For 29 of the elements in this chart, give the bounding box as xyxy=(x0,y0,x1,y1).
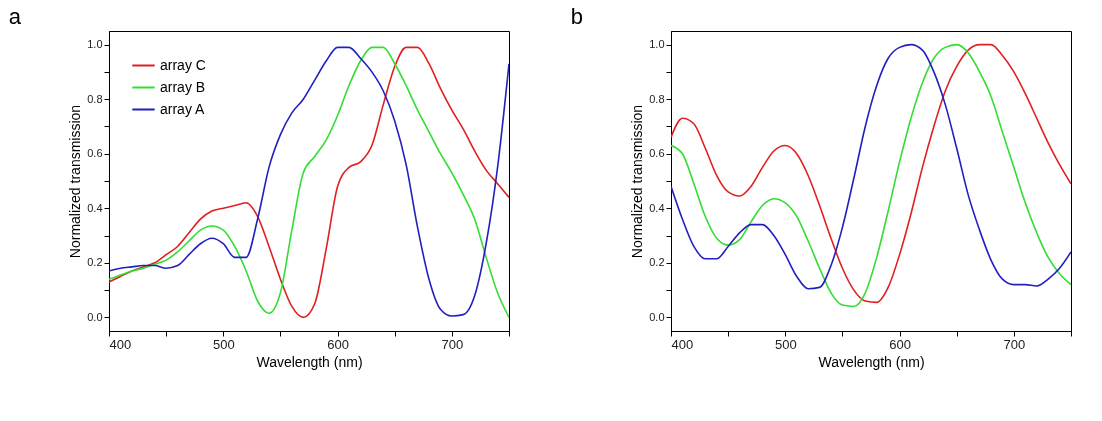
y-tick-label: 0.4 xyxy=(87,201,103,214)
y-tick-label: 0.0 xyxy=(649,310,665,323)
x-tick-label: 500 xyxy=(774,336,797,352)
x-tick-label: 400 xyxy=(109,336,132,352)
x-axis-title: Wavelength (nm) xyxy=(256,353,363,370)
x-tick-label: 600 xyxy=(327,336,349,352)
x-tick-label: 400 xyxy=(671,336,694,352)
x-tick-label: 700 xyxy=(1003,336,1026,352)
x-axis-title: Wavelength (nm) xyxy=(818,353,925,370)
x-tick-label: 700 xyxy=(441,336,464,352)
y-tick-label: 0.8 xyxy=(87,92,103,105)
y-tick-label: 0.4 xyxy=(649,201,665,214)
x-tick-label: 500 xyxy=(212,336,235,352)
y-tick-label: 0.6 xyxy=(87,147,103,160)
y-tick-label: 0.0 xyxy=(87,310,103,323)
y-tick-label: 0.8 xyxy=(649,92,665,105)
y-tick-label: 0.2 xyxy=(87,256,103,269)
x-tick-label: 600 xyxy=(889,336,911,352)
chart-title: b xyxy=(570,4,583,29)
chart-title: a xyxy=(8,4,22,29)
y-tick-label: 0.2 xyxy=(649,256,665,269)
y-tick-label: 1.0 xyxy=(87,38,103,51)
y-tick-label: 0.6 xyxy=(649,147,665,160)
legend-label: array A xyxy=(160,100,206,117)
y-axis-title: Normalized transmission xyxy=(629,104,646,259)
legend-label: array C xyxy=(160,56,206,73)
y-tick-label: 1.0 xyxy=(649,38,665,51)
y-axis-title: Normalized transmission xyxy=(67,104,84,259)
legend-label: array B xyxy=(160,78,206,95)
